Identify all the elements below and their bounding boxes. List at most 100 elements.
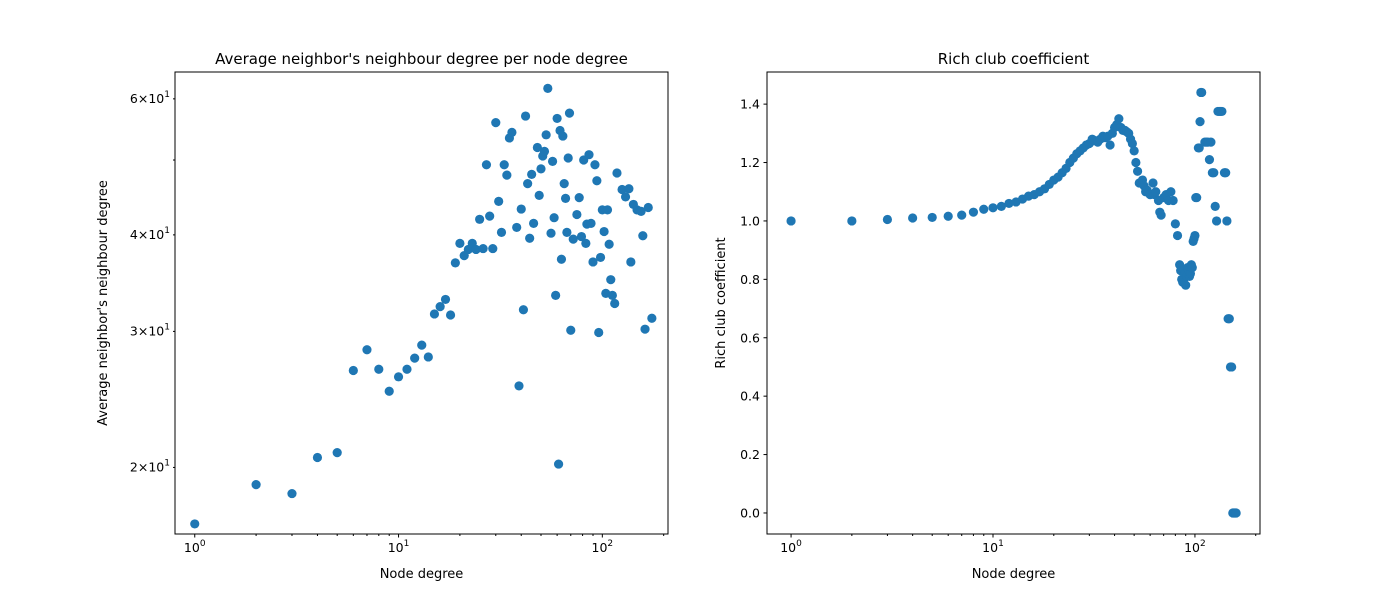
scatter-point bbox=[586, 218, 596, 228]
y-axis-label: Average neighbor's neighbour degree bbox=[96, 180, 111, 426]
scatter-point bbox=[374, 364, 384, 374]
scatter-point bbox=[1168, 195, 1178, 206]
scatter-point bbox=[606, 275, 616, 285]
plot-frame bbox=[766, 71, 1261, 535]
chart-title: Rich club coefficient bbox=[938, 50, 1090, 68]
scatter-point bbox=[539, 146, 550, 157]
scatter-point bbox=[594, 327, 604, 338]
scatter-point bbox=[1197, 87, 1207, 98]
y-tick-label: 0.0 bbox=[740, 505, 760, 520]
scatter-point bbox=[520, 111, 531, 121]
scatter-point bbox=[429, 309, 440, 319]
scatter-point bbox=[440, 294, 451, 305]
scatter-point bbox=[393, 372, 404, 382]
axis-ticks: 100 101 102 0.0 0.2 0.4 0.6 0.8 1.0 1.2 1.4 bbox=[740, 97, 1257, 555]
scatter-point bbox=[478, 243, 488, 254]
left-chart-neighbour-degree: Average neighbor's neighbour degree per … bbox=[96, 50, 669, 582]
scatter-point bbox=[564, 108, 575, 118]
scatter-point bbox=[423, 352, 433, 362]
scatter-point bbox=[996, 201, 1006, 211]
scatter-point bbox=[979, 204, 989, 214]
scatter-point bbox=[1129, 146, 1139, 156]
scatter-point bbox=[1151, 187, 1161, 197]
scatter-point bbox=[599, 226, 609, 237]
scatter-points bbox=[190, 83, 657, 529]
scatter-point bbox=[620, 192, 631, 202]
chart-title: Average neighbor's neighbour degree per … bbox=[215, 50, 628, 68]
scatter-point bbox=[638, 231, 648, 241]
y-tick-label: 6×101 bbox=[130, 90, 170, 106]
scatter-point bbox=[1195, 117, 1205, 127]
scatter-point bbox=[551, 290, 561, 300]
scatter-point bbox=[410, 353, 420, 363]
scatter-point bbox=[604, 239, 614, 249]
scatter-point bbox=[516, 204, 526, 214]
scatter-point bbox=[908, 213, 918, 223]
scatter-point bbox=[636, 206, 646, 216]
scatter-point bbox=[581, 238, 591, 248]
scatter-point bbox=[602, 205, 613, 215]
scatter-point bbox=[514, 381, 524, 391]
scatter-point bbox=[943, 211, 953, 221]
scatter-point bbox=[488, 243, 498, 254]
scatter-point bbox=[574, 193, 584, 203]
scatter-point bbox=[527, 169, 537, 180]
scatter-point bbox=[543, 83, 553, 93]
scatter-point bbox=[1209, 168, 1219, 178]
x-tick-label: 100 bbox=[780, 539, 802, 555]
y-tick-label: 1.0 bbox=[740, 213, 760, 228]
scatter-point bbox=[523, 179, 533, 189]
scatter-point bbox=[491, 118, 501, 128]
scatter-point bbox=[362, 345, 372, 355]
scatter-point bbox=[607, 290, 617, 300]
scatter-point bbox=[518, 305, 529, 315]
scatter-point bbox=[502, 170, 512, 180]
scatter-point bbox=[588, 257, 598, 267]
right-chart-rich-club: Rich club coefficient 100 101 102 0.0 0.2 0.4… bbox=[714, 50, 1261, 582]
scatter-point bbox=[1166, 187, 1176, 197]
scatter-point bbox=[417, 340, 427, 350]
scatter-point bbox=[553, 459, 564, 469]
scatter-point bbox=[1170, 219, 1180, 229]
scatter-point bbox=[507, 127, 517, 137]
y-tick-label: 1.4 bbox=[740, 97, 760, 112]
scatter-point bbox=[512, 222, 522, 233]
scatter-point bbox=[626, 257, 636, 267]
x-axis-label: Node degree bbox=[972, 567, 1056, 582]
scatter-point bbox=[445, 310, 456, 320]
y-tick-label: 0.6 bbox=[740, 330, 760, 345]
scatter-point bbox=[643, 202, 653, 213]
scatter-point bbox=[534, 190, 544, 200]
scatter-point bbox=[640, 324, 650, 334]
scatter-point bbox=[287, 488, 297, 499]
scatter-point bbox=[1131, 157, 1141, 168]
scatter-point bbox=[563, 153, 573, 163]
scatter-point bbox=[1148, 178, 1158, 188]
axis-ticks: 100 101 102 2×101 3×101 4×101 6×101 bbox=[130, 90, 665, 555]
scatter-point bbox=[882, 214, 893, 225]
scatter-point bbox=[1127, 138, 1137, 149]
scatter-point bbox=[499, 160, 509, 170]
scatter-point bbox=[610, 298, 620, 309]
scatter-point bbox=[1224, 314, 1234, 324]
y-tick-label: 0.8 bbox=[740, 272, 760, 287]
scatter-point bbox=[1156, 210, 1166, 220]
scatter-point bbox=[1187, 263, 1197, 273]
scatter-point bbox=[1132, 166, 1143, 176]
scatter-point bbox=[536, 164, 546, 174]
scatter-point bbox=[847, 216, 857, 226]
scatter-point bbox=[541, 130, 551, 140]
scatter-point bbox=[529, 218, 539, 228]
x-tick-label: 101 bbox=[982, 539, 1004, 555]
scatter-points bbox=[786, 87, 1241, 518]
scatter-point bbox=[612, 168, 622, 178]
scatter-point bbox=[494, 196, 504, 206]
scatter-point bbox=[1222, 216, 1232, 226]
scatter-point bbox=[1204, 155, 1215, 165]
scatter-point bbox=[471, 244, 481, 255]
scatter-point bbox=[617, 184, 627, 195]
scatter-point bbox=[384, 386, 394, 396]
scatter-point bbox=[496, 227, 507, 237]
scatter-point bbox=[560, 193, 571, 203]
